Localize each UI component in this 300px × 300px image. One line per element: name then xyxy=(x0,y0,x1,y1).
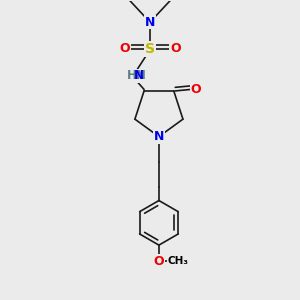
Text: S: S xyxy=(145,42,155,56)
Text: O: O xyxy=(191,83,201,96)
Text: N: N xyxy=(145,16,155,29)
Text: N: N xyxy=(134,69,144,82)
Text: O: O xyxy=(119,42,130,56)
Text: CH₃: CH₃ xyxy=(168,256,189,266)
Text: O: O xyxy=(154,255,164,268)
Text: N: N xyxy=(154,130,164,143)
Text: HN: HN xyxy=(127,69,147,82)
Text: O: O xyxy=(170,42,181,56)
